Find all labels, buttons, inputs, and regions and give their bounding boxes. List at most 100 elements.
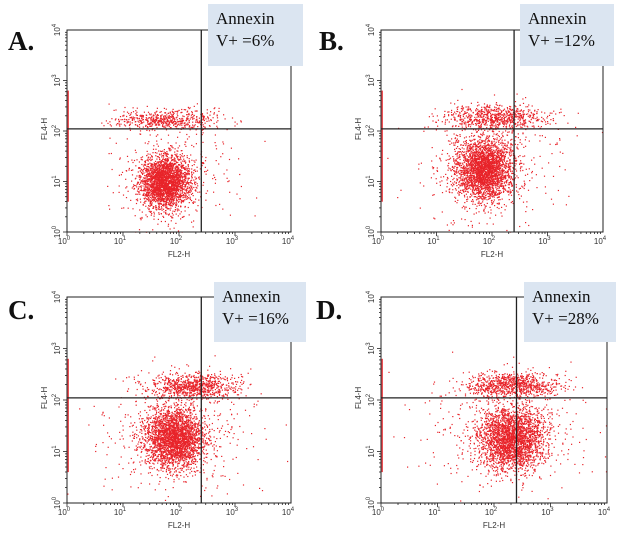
data-point [157,208,159,210]
data-point [189,185,191,187]
data-point [109,121,111,123]
data-point [163,117,165,119]
data-point [178,188,180,190]
data-point [132,107,134,109]
data-point [180,195,182,198]
data-point [154,192,156,194]
data-point [487,161,489,163]
data-point [490,193,492,195]
data-point [185,177,187,179]
data-point [147,143,149,145]
data-point [143,192,145,194]
data-point [165,195,167,197]
data-point [154,175,156,177]
data-point [144,180,146,182]
data-point [161,150,163,153]
data-point [177,115,179,117]
data-point [147,185,149,187]
data-point [191,188,193,190]
data-point [168,114,170,117]
data-point [134,149,136,151]
data-point [508,163,510,165]
data-point [466,169,468,171]
data-point [162,204,164,206]
data-point [150,184,152,186]
data-point [216,115,218,117]
data-point [173,162,175,164]
data-point [152,191,154,193]
data-point [489,178,491,180]
data-point [165,197,167,199]
data-point [153,215,155,217]
data-point [128,124,131,127]
data-point [158,185,160,187]
data-point [132,161,134,164]
data-point [180,175,183,177]
data-point [479,175,482,177]
data-point [151,193,153,195]
data-point [123,115,125,117]
data-point [201,162,203,164]
data-point [205,156,207,159]
data-point [172,116,174,118]
data-point [505,163,507,165]
data-point [471,189,474,191]
data-point [148,188,151,190]
data-point [168,168,170,171]
data-point [161,184,163,186]
data-point [172,118,174,120]
data-point [188,190,190,192]
data-point [170,163,172,165]
data-point [154,122,156,124]
data-point [447,177,449,180]
data-point [508,173,510,175]
data-point [190,193,193,195]
data-point [164,179,166,181]
data-point [203,119,205,122]
data-point [107,122,109,124]
data-point [163,204,165,207]
data-point [136,114,138,116]
data-point [164,201,166,203]
data-point [173,195,175,197]
data-point [464,188,466,190]
data-point [441,192,444,194]
data-point [168,157,170,159]
data-point [164,183,166,185]
data-point [157,180,159,182]
data-point [485,160,487,162]
data-point [163,189,165,191]
data-point [148,179,150,181]
data-point [511,151,513,153]
data-point [495,214,497,216]
data-point [188,174,190,176]
data-point [497,161,500,163]
data-point [149,187,151,189]
data-point [202,141,204,143]
data-point [495,157,497,159]
data-point [155,123,157,125]
data-point [150,125,152,127]
data-point [461,150,463,153]
data-point [182,167,184,169]
data-point [174,167,176,169]
data-point [514,143,516,145]
data-point [182,188,184,190]
data-point [164,197,167,199]
data-point [473,171,475,173]
data-point [463,173,465,175]
data-point [463,151,465,153]
data-point [488,189,490,191]
data-point [153,121,155,123]
data-point [161,177,163,179]
data-point [193,125,195,127]
data-point [167,197,169,199]
data-point [145,185,147,187]
data-point [511,184,513,186]
data-point [178,200,180,202]
data-point [188,108,190,110]
data-point [165,183,167,185]
data-point [174,172,176,174]
data-point [467,168,469,170]
data-point [152,172,154,174]
